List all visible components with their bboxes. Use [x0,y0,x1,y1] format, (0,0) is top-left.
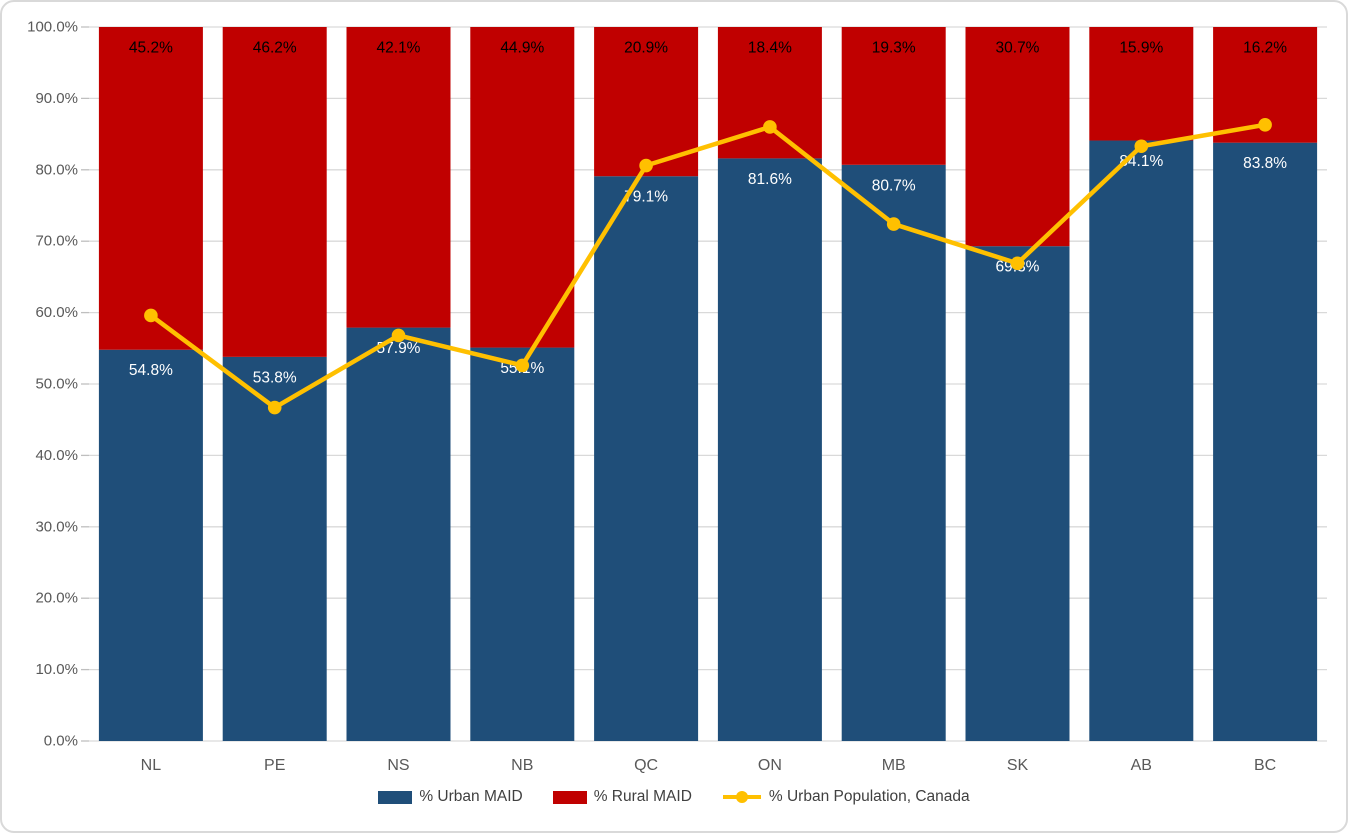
bar-rural-segment [594,27,699,177]
line-marker [267,400,282,415]
x-axis-label: ON [758,757,782,774]
bar-label-urban: 81.6% [748,171,792,188]
y-axis-label: 40.0% [35,447,78,464]
y-axis-label: 10.0% [35,661,78,678]
y-axis-label: 90.0% [35,90,78,107]
line-marker [1258,118,1272,132]
y-axis-label: 20.0% [35,590,78,607]
legend-item-rural-maid: % Rural MAID [552,788,692,806]
line-marker [515,358,530,373]
bar-label-rural: 19.3% [872,40,916,57]
x-axis-label: QC [634,757,658,774]
line-marker [886,217,901,231]
bar-label-rural: 16.2% [1243,40,1287,57]
bar-label-urban: 54.8% [129,362,173,379]
x-axis-label: BC [1254,757,1276,774]
bar-label-rural: 46.2% [253,40,297,57]
legend-item-urban-population: % Urban Population, Canada [722,788,970,806]
y-axis-label: 0.0% [44,733,78,750]
bar-label-urban: 79.1% [624,189,668,206]
bar-rural-segment [98,27,203,350]
y-axis-label: 70.0% [35,233,78,250]
y-axis-label: 60.0% [35,304,78,321]
bar-urban-segment [717,158,822,742]
bar-rural-segment [1089,27,1194,141]
y-axis-label: 30.0% [35,518,78,535]
bar-label-urban: 83.8% [1243,155,1287,172]
bar-label-urban: 80.7% [872,177,916,194]
x-axis-label: AB [1131,757,1152,774]
y-axis-label: 80.0% [35,161,78,178]
bar-urban-segment [346,327,451,741]
bar-rural-segment [222,27,327,357]
x-axis-label: NB [511,757,533,774]
x-axis-label: PE [264,757,285,774]
bar-urban-segment [470,347,575,741]
bar-rural-segment [841,27,946,165]
bar-rural-segment [470,27,575,348]
legend-label-urban-population: % Urban Population, Canada [768,788,970,805]
bar-urban-segment [222,356,327,741]
chart-legend: % Urban MAID % Rural MAID % Urban Popula… [2,788,1346,806]
line-marker [1010,256,1025,271]
x-axis-label: NL [141,757,162,774]
urban-maid-swatch-icon [378,790,413,804]
bar-rural-segment [346,27,451,328]
x-axis-label: MB [882,757,906,774]
bar-label-rural: 15.9% [1119,40,1163,57]
urban-population-line-swatch-icon [722,789,762,805]
rural-maid-swatch-icon [552,790,587,804]
bar-label-rural: 44.9% [500,40,544,57]
legend-label-rural-maid: % Rural MAID [593,788,692,805]
bar-urban-segment [594,176,699,741]
bar-label-urban: 53.8% [253,369,297,386]
bar-label-rural: 18.4% [748,40,792,57]
legend-label-urban-maid: % Urban MAID [419,788,523,805]
bar-urban-segment [1213,142,1318,742]
line-marker [763,120,777,134]
bar-urban-segment [841,164,946,741]
bar-urban-segment [98,349,203,741]
bar-label-rural: 20.9% [624,40,668,57]
bar-label-rural: 45.2% [129,40,173,57]
x-axis-label: SK [1007,757,1029,774]
y-axis-label: 100.0% [27,19,78,36]
bar-urban-segment [1089,140,1194,741]
x-axis-label: NS [387,757,409,774]
bar-rural-segment [965,27,1070,247]
y-axis-label: 50.0% [35,376,78,393]
bar-label-rural: 30.7% [996,40,1040,57]
line-marker [1134,139,1149,154]
bar-urban-segment [965,246,1070,741]
bar-label-rural: 42.1% [377,40,421,57]
line-series [149,122,1266,410]
line-marker [639,158,653,173]
legend-item-urban-maid: % Urban MAID [378,788,523,806]
line-marker [391,328,406,343]
line-marker [144,308,158,323]
